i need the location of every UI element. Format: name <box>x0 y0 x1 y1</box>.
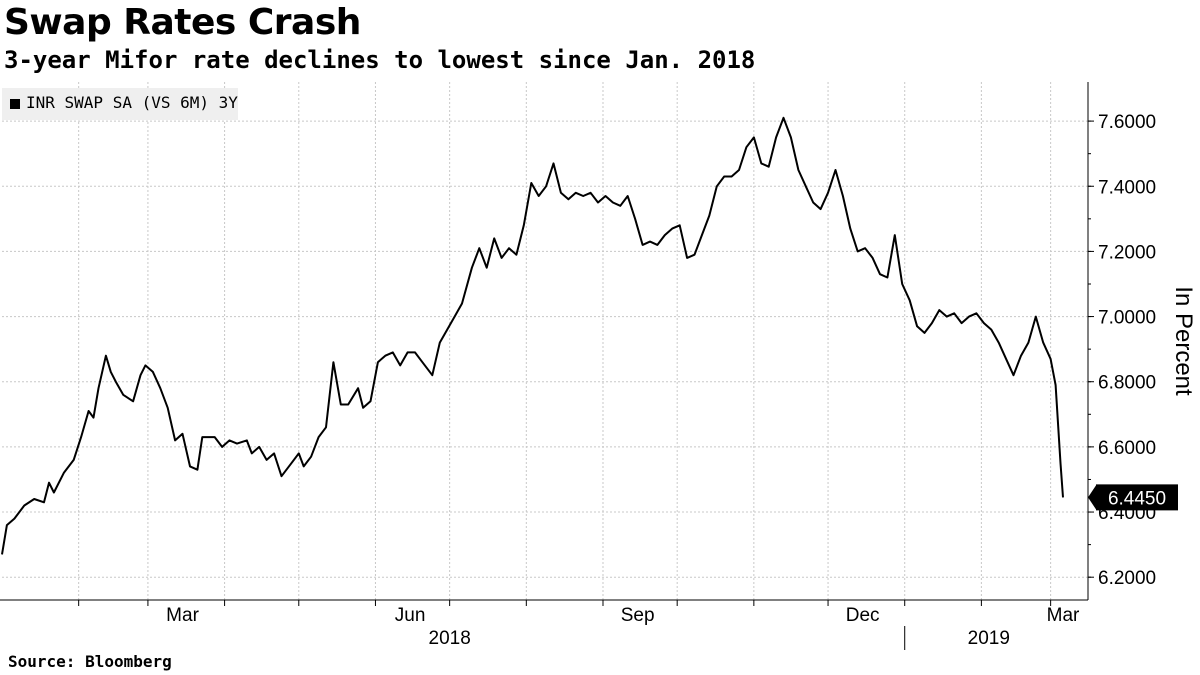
x-year-label: 2018 <box>429 628 471 649</box>
x-tick-label: Jun <box>395 605 426 626</box>
x-tick-label: Mar <box>166 605 199 626</box>
legend-swatch <box>10 99 20 109</box>
y-tick-label: 6.2000 <box>1098 568 1156 589</box>
last-value-box <box>1096 484 1178 511</box>
tick-labels: 6.20006.40006.60006.80007.00007.20007.40… <box>166 112 1197 649</box>
y-tick-label: 6.8000 <box>1098 373 1156 394</box>
y-tick-label: 6.6000 <box>1098 438 1156 459</box>
x-year-label: 2019 <box>968 628 1010 649</box>
last-value-marker: 6.4450 <box>1088 484 1178 511</box>
chart-title: Swap Rates Crash <box>4 2 361 43</box>
grid-lines <box>2 82 1088 600</box>
x-tick-label: Sep <box>621 605 655 626</box>
y-tick-label: 7.6000 <box>1098 112 1156 133</box>
x-tick-label: Dec <box>846 605 880 626</box>
y-tick-label: 7.2000 <box>1098 242 1156 263</box>
y-axis-title: In Percent <box>1170 286 1197 396</box>
last-value-pointer <box>1088 485 1096 510</box>
y-tick-label: 7.4000 <box>1098 177 1156 198</box>
axes <box>0 82 1094 650</box>
chart-subtitle: 3-year Mifor rate declines to lowest sin… <box>4 46 756 74</box>
legend: INR SWAP SA (VS 6M) 3Y <box>2 88 238 120</box>
series-layer <box>1 116 1064 555</box>
source-note: Source: Bloomberg <box>8 652 172 671</box>
series-line <box>1 116 1064 555</box>
y-tick-label: 7.0000 <box>1098 308 1156 329</box>
last-value-label: 6.4450 <box>1108 488 1166 509</box>
x-tick-label: Mar <box>1047 605 1080 626</box>
legend-label: INR SWAP SA (VS 6M) 3Y <box>26 93 238 112</box>
